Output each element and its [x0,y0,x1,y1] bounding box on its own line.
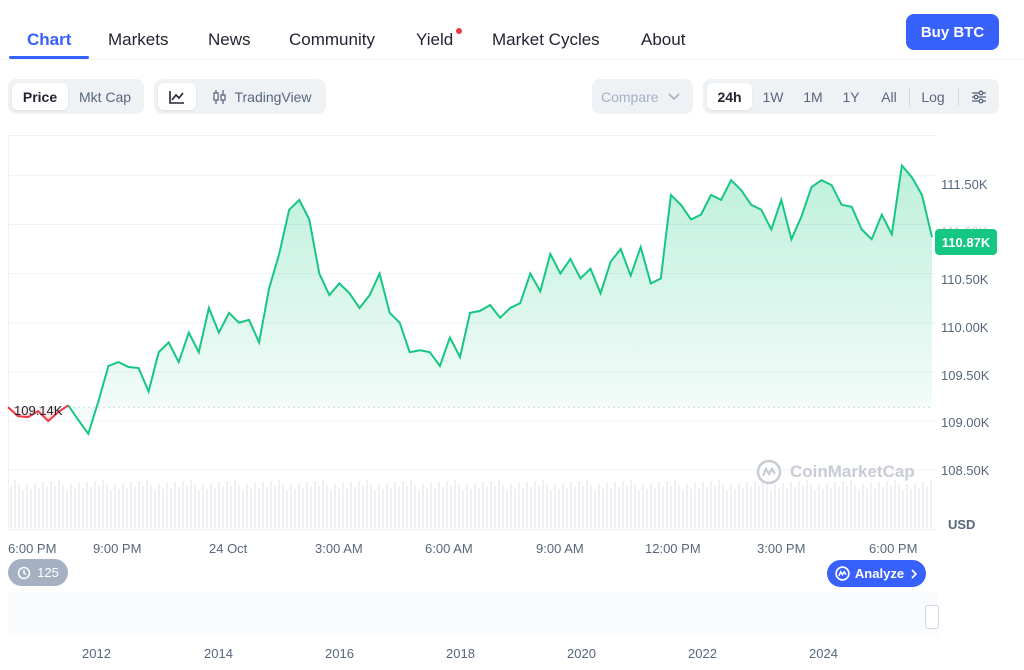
chart-settings-button[interactable] [963,83,995,110]
overview-minimap[interactable] [8,592,938,636]
y-tick-label: 110.00K [941,320,989,335]
minimap-year-label: 2024 [809,646,838,661]
candlestick-icon [213,89,227,104]
analyze-button[interactable]: Analyze [827,560,926,587]
minimap-year-label: 2014 [204,646,233,661]
active-tab-underline [9,56,89,59]
mkt-cap-button[interactable]: Mkt Cap [78,88,132,105]
top-nav: Chart Markets News Community Yield Marke… [0,0,1024,60]
tab-market-cycles[interactable]: Market Cycles [492,30,600,49]
y-tick-label: 108.50K [941,463,990,478]
x-tick-label: 3:00 AM [315,541,363,556]
history-clock-icon [17,566,31,579]
coinmarketcap-watermark: CoinMarketCap [756,459,915,485]
line-chart-button[interactable] [158,83,196,110]
chevron-right-icon [911,568,918,579]
x-tick-label: 9:00 AM [536,541,584,556]
x-tick-label: 24 Oct [209,541,248,556]
compare-dropdown[interactable]: Compare [592,79,693,114]
tab-community[interactable]: Community [289,30,375,49]
tab-yield[interactable]: Yield [416,30,454,49]
line-chart-icon [169,90,184,104]
history-button[interactable]: 125 [8,559,68,586]
x-tick-label: 6:00 PM [8,541,57,556]
toolbar-divider [909,88,910,106]
range-24h-button[interactable]: 24h [707,83,752,110]
current-price-tag: 110.87K [935,229,997,255]
price-mktcap-toggle: Price Mkt Cap [8,79,144,114]
sliders-icon [972,90,986,103]
y-tick-label: 111.50K [941,177,988,192]
x-tick-label: 3:00 PM [757,541,806,556]
range-1w-button[interactable]: 1W [762,88,784,105]
x-tick-label: 12:00 PM [645,541,701,556]
tab-chart[interactable]: Chart [27,30,72,49]
tradingview-label: TradingView [234,88,312,105]
x-tick-label: 6:00 AM [425,541,473,556]
yield-notification-dot [456,28,462,34]
y-tick-label: 109.50K [941,368,990,383]
compare-label: Compare [601,88,659,105]
currency-unit-label: USD [948,517,976,532]
range-1y-button[interactable]: 1Y [842,88,860,105]
x-tick-label: 9:00 PM [93,541,142,556]
minimap-year-label: 2020 [567,646,596,661]
minimap-year-label: 2016 [325,646,354,661]
time-range-toggle: 24h 1W 1M 1Y All Log [703,79,999,114]
log-scale-button[interactable]: Log [921,88,945,105]
toolbar-divider [958,88,959,106]
tab-markets[interactable]: Markets [108,30,169,49]
minimap-year-label: 2012 [82,646,111,661]
minimap-year-label: 2018 [446,646,475,661]
y-tick-label: 109.00K [941,415,990,430]
watermark-text: CoinMarketCap [790,462,915,481]
y-tick-label: 110.50K [941,272,989,287]
chevron-down-icon [668,92,680,100]
price-chart-frame [8,135,936,530]
price-button[interactable]: Price [12,83,68,110]
analyze-label: Analyze [854,566,905,581]
x-tick-label: 6:00 PM [869,541,918,556]
range-1m-button[interactable]: 1M [803,88,823,105]
coinmarketcap-logo-icon [835,566,850,581]
minimap-range-handle[interactable] [925,605,939,629]
minimap-year-label: 2022 [688,646,717,661]
coinmarketcap-logo-icon [756,459,782,485]
start-price-label: 109.14K [14,403,63,418]
history-count: 125 [37,565,59,580]
chart-style-toggle: TradingView [154,79,326,114]
tab-about[interactable]: About [641,30,686,49]
range-all-button[interactable]: All [881,88,897,105]
tradingview-button[interactable]: TradingView [202,83,322,110]
tab-news[interactable]: News [208,30,251,49]
buy-btc-button[interactable]: Buy BTC [906,14,999,50]
